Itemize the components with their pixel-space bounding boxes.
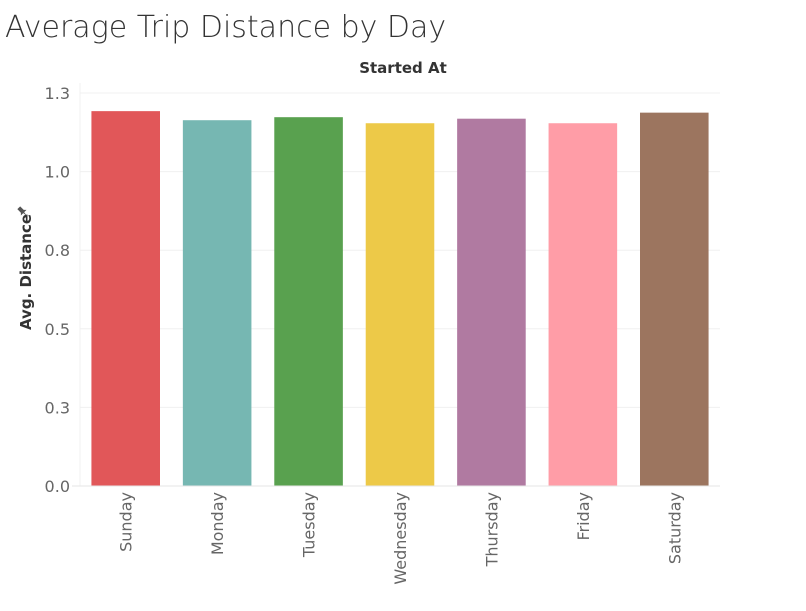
y-tick-label: 0.8 [45,241,70,260]
bar-monday[interactable] [182,120,252,486]
x-tick-label: Saturday [665,492,684,564]
x-tick-label: Sunday [117,492,136,552]
bar-wednesday[interactable] [365,123,435,486]
y-tick-label: 0.0 [45,477,70,496]
x-tick-label: Wednesday [391,492,410,585]
pin-icon[interactable] [16,205,30,219]
x-tick-label: Tuesday [300,492,319,558]
bars [91,111,709,487]
x-tick-label: Friday [574,492,593,541]
column-header: Started At [359,59,447,77]
x-tick-label: Thursday [482,492,501,567]
y-tick-label: 1.3 [45,84,70,103]
bar-sunday[interactable] [91,111,160,486]
y-tick-label: 0.3 [45,398,70,417]
bar-friday[interactable] [548,123,618,486]
bar-saturday[interactable] [640,112,709,487]
chart-title: Average Trip Distance by Day [5,10,447,45]
bar-thursday[interactable] [457,118,526,486]
x-axis: Sunday Monday Tuesday Wednesday Thursday Frid… [72,485,720,585]
y-tick-label: 1.0 [45,163,70,182]
y-axis-title-group: Avg. Distance [16,205,35,330]
y-axis: 0.0 0.3 0.5 0.8 1.0 1.3 [45,83,81,496]
y-axis-title: Avg. Distance [17,214,35,330]
y-tick-label: 0.5 [45,320,70,339]
bar-tuesday[interactable] [274,117,343,486]
x-tick-label: Monday [208,492,227,555]
